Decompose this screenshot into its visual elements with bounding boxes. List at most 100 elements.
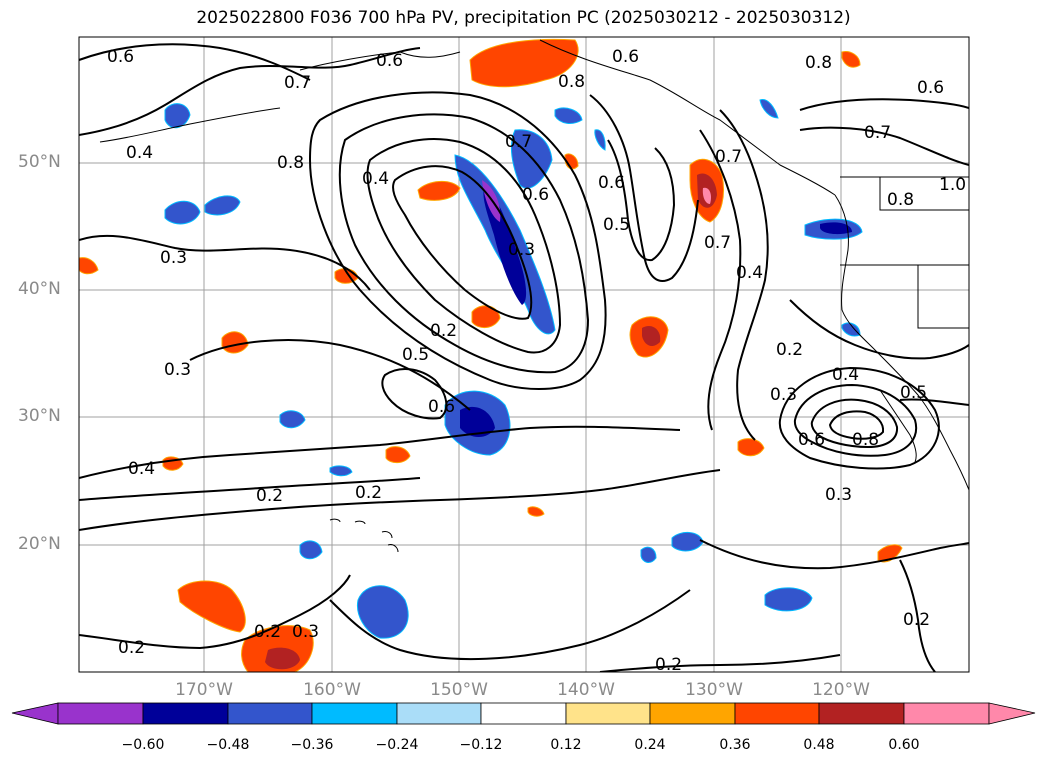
precip-negative-small-5 xyxy=(640,546,657,563)
precip-negative-nw-1 xyxy=(164,200,201,225)
contour-label: 0.2 xyxy=(355,483,382,503)
precip-negative-nw-3 xyxy=(164,103,191,129)
precip-negative-small-2 xyxy=(299,540,323,560)
contour-04-mid xyxy=(79,425,681,479)
precip-positive-small-2 xyxy=(471,305,501,328)
contour-label: 0.2 xyxy=(776,340,803,360)
contour-closed-low-mid xyxy=(793,383,918,457)
contour-label: 0.4 xyxy=(362,169,389,189)
lat-label-40n: 40°N xyxy=(18,279,61,299)
colorbar-segment xyxy=(396,702,482,725)
border-lines xyxy=(840,176,969,329)
precip-positive-small-12 xyxy=(527,506,545,517)
contour-label: 0.6 xyxy=(612,47,639,67)
contour-east-south xyxy=(699,539,969,570)
precip-positive-small-9 xyxy=(79,257,99,275)
contour-ridge-east-2 xyxy=(607,139,676,262)
map-frame xyxy=(78,36,970,673)
colorbar-tick: −0.12 xyxy=(459,737,503,753)
hawaii-islands xyxy=(329,518,399,553)
contour-label: 0.6 xyxy=(598,173,625,193)
colorbar-tick: −0.48 xyxy=(206,737,250,753)
contour-label: 0.3 xyxy=(770,385,797,405)
contour-label: 0.6 xyxy=(376,51,403,71)
contour-06-low xyxy=(381,368,448,420)
contour-east-trough xyxy=(719,109,769,441)
colorbar-segment xyxy=(142,702,229,725)
precip-negative-south xyxy=(356,585,409,639)
contour-label: 0.4 xyxy=(832,365,859,385)
colorbar-segment xyxy=(649,702,736,725)
lon-label-150w: 150°W xyxy=(430,680,488,700)
precipitation-shading xyxy=(79,38,903,672)
contour-label: 0.2 xyxy=(254,622,281,642)
colorbar-segment xyxy=(903,702,990,725)
contour-label: 0.8 xyxy=(887,190,914,210)
contour-label: 0.8 xyxy=(277,153,304,173)
lon-label-160w: 160°W xyxy=(303,680,361,700)
contour-label: 0.8 xyxy=(852,430,879,450)
colorbar-segment xyxy=(480,702,567,725)
contour-trough-4 xyxy=(392,165,533,320)
contour-north-east xyxy=(799,126,969,166)
contour-ridge-1 xyxy=(79,43,311,81)
contour-label: 0.7 xyxy=(864,123,891,143)
contour-03-pac xyxy=(329,589,691,661)
north-america-coast xyxy=(834,194,969,491)
colorbar-segment xyxy=(734,702,820,725)
contour-label: 0.2 xyxy=(903,610,930,630)
precip-negative-small-6 xyxy=(554,107,583,124)
contour-label: 0.7 xyxy=(715,147,742,167)
precip-positive-small-1 xyxy=(417,181,461,201)
precip-positive-small-3 xyxy=(221,331,249,354)
contour-label: 0.3 xyxy=(160,248,187,268)
lon-label-140w: 140°W xyxy=(557,680,615,700)
colorbar-tick: 0.48 xyxy=(803,737,835,753)
contour-03-south xyxy=(79,477,421,501)
colorbar-arrow-left xyxy=(11,702,59,725)
contour-02-south xyxy=(79,469,721,531)
lon-label-120w: 120°W xyxy=(812,680,870,700)
precip-negative-nw-2 xyxy=(204,195,241,216)
contour-closed-low-core xyxy=(828,410,885,440)
colorbar-tick: −0.60 xyxy=(121,737,165,753)
baja-california xyxy=(879,389,917,463)
colorbar-tick: −0.36 xyxy=(290,737,334,753)
colorbar-segment xyxy=(311,702,398,725)
colorbar-tick: 0.24 xyxy=(634,737,666,753)
contour-02-low xyxy=(79,574,351,650)
precip-negative-small-10 xyxy=(594,129,606,151)
contour-trough-1 xyxy=(308,91,607,390)
colorbar-tick: 0.12 xyxy=(550,737,582,753)
contour-label: 0.6 xyxy=(428,397,455,417)
contour-label: 0.4 xyxy=(126,143,153,163)
contour-label: 0.2 xyxy=(118,638,145,658)
contour-label: 0.3 xyxy=(825,485,852,505)
precip-positive-mid-core xyxy=(642,325,661,347)
contour-label: 0.7 xyxy=(704,233,731,253)
contour-04-west xyxy=(79,234,371,291)
contour-label: 0.8 xyxy=(558,72,585,92)
contour-label: 0.3 xyxy=(164,360,191,380)
contour-east-trough-2 xyxy=(699,129,742,431)
contour-label: 0.4 xyxy=(128,459,155,479)
contour-east-coast-1 xyxy=(789,299,969,360)
lat-label-50n: 50°N xyxy=(18,152,61,172)
pv-contours xyxy=(79,43,969,672)
precip-negative-small-8 xyxy=(329,465,353,477)
precip-negative-coast-core xyxy=(820,222,852,235)
contour-label: 0.5 xyxy=(603,215,630,235)
precip-positive-small-11 xyxy=(841,51,861,68)
contour-02-bottom xyxy=(599,654,841,672)
contour-east-south-2 xyxy=(899,559,936,672)
precip-positive-small-6 xyxy=(737,438,765,457)
colorbar-tick: 0.36 xyxy=(719,737,751,753)
precip-positive-south-core xyxy=(265,647,300,670)
aleutian-islands xyxy=(99,107,281,143)
precip-positive-sw xyxy=(177,580,246,633)
contour-labels: 0.6 0.6 0.7 0.8 0.4 0.8 0.4 0.3 0.3 0.7 … xyxy=(107,47,966,672)
precip-negative-small-4 xyxy=(764,587,813,612)
precip-negative-center-core xyxy=(460,406,495,437)
contour-east-far xyxy=(899,398,969,406)
